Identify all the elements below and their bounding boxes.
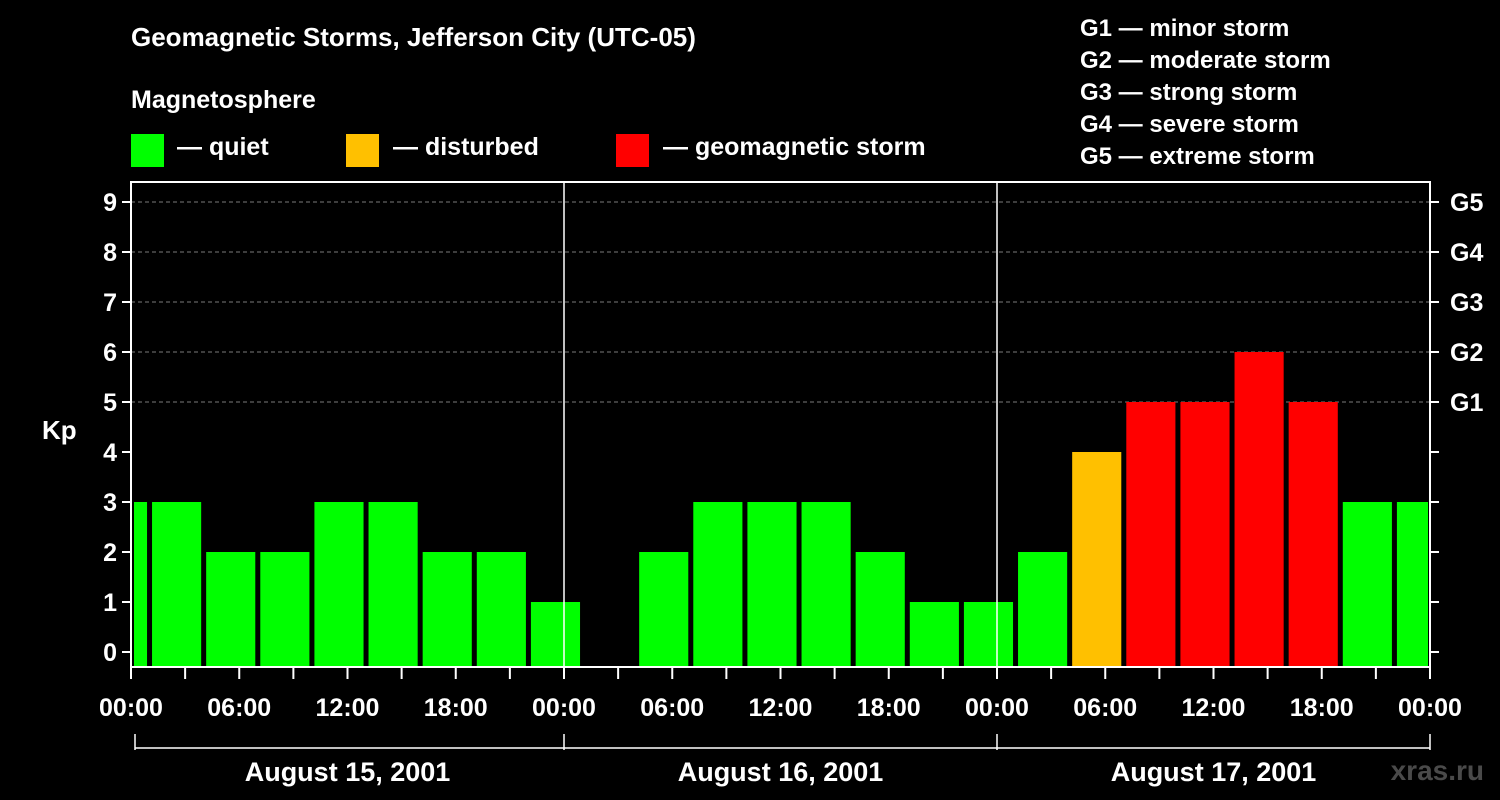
y-tick-label: 1 xyxy=(103,589,117,617)
x-tick-label: 12:00 xyxy=(316,694,380,722)
kp-bar xyxy=(855,552,905,667)
day-label: August 17, 2001 xyxy=(1111,757,1317,787)
legend-subtitle: Magnetosphere xyxy=(131,86,316,114)
kp-bar xyxy=(260,552,310,667)
watermark: xras.ru xyxy=(1390,755,1484,786)
kp-bar xyxy=(1234,352,1284,667)
kp-bar xyxy=(1072,452,1122,667)
x-tick-label: 00:00 xyxy=(1398,694,1462,722)
storm-level-g3: G3 — strong storm xyxy=(1080,79,1298,106)
kp-bar xyxy=(476,552,526,667)
x-tick-label: 12:00 xyxy=(1182,694,1246,722)
kp-bar xyxy=(693,502,743,667)
y-tick-label: 3 xyxy=(103,489,117,517)
kp-bar xyxy=(152,502,202,667)
day-label: August 15, 2001 xyxy=(245,757,451,787)
storm-axis-label: G1 xyxy=(1450,389,1483,417)
y-tick-label: 0 xyxy=(103,639,117,667)
x-tick-label: 18:00 xyxy=(1290,694,1354,722)
kp-bar xyxy=(1288,402,1338,667)
y-tick-label: 4 xyxy=(103,439,117,467)
kp-bar xyxy=(134,502,148,667)
kp-bar xyxy=(1018,552,1068,667)
storm-level-g2: G2 — moderate storm xyxy=(1080,47,1331,74)
kp-bar xyxy=(314,502,364,667)
x-tick-label: 12:00 xyxy=(749,694,813,722)
y-tick-label: 2 xyxy=(103,539,117,567)
x-tick-label: 18:00 xyxy=(424,694,488,722)
x-tick-label: 18:00 xyxy=(857,694,921,722)
kp-bar xyxy=(747,502,797,667)
x-tick-label: 06:00 xyxy=(1073,694,1137,722)
legend-label-quiet: — quiet xyxy=(177,133,269,161)
y-tick-label: 8 xyxy=(103,239,117,267)
kp-bar xyxy=(639,552,689,667)
kp-bar xyxy=(368,502,418,667)
storm-axis-label: G4 xyxy=(1450,239,1483,267)
legend-label-disturbed: — disturbed xyxy=(393,133,539,161)
kp-bar xyxy=(1342,502,1392,667)
legend-swatch-disturbed xyxy=(346,134,379,167)
kp-bar xyxy=(909,602,959,667)
kp-bar xyxy=(1126,402,1176,667)
storm-level-g4: G4 — severe storm xyxy=(1080,111,1299,138)
storm-axis-label: G2 xyxy=(1450,339,1483,367)
legend-swatch-quiet xyxy=(131,134,164,167)
storm-axis-label: G5 xyxy=(1450,189,1483,217)
kp-bar xyxy=(422,552,472,667)
legend-swatch-storm xyxy=(616,134,649,167)
kp-bar xyxy=(801,502,851,667)
legend-label-storm: — geomagnetic storm xyxy=(663,133,926,161)
x-tick-label: 06:00 xyxy=(640,694,704,722)
y-tick-label: 9 xyxy=(103,189,117,217)
kp-bar xyxy=(963,602,1014,667)
x-tick-label: 00:00 xyxy=(965,694,1029,722)
day-label: August 16, 2001 xyxy=(678,757,884,787)
x-tick-label: 00:00 xyxy=(99,694,163,722)
storm-level-g5: G5 — extreme storm xyxy=(1080,143,1315,170)
y-tick-label: 7 xyxy=(103,289,117,317)
storm-level-g1: G1 — minor storm xyxy=(1080,15,1290,42)
kp-bar xyxy=(206,552,256,667)
kp-bar xyxy=(1180,402,1230,667)
kp-bar xyxy=(530,602,581,667)
y-tick-label: 5 xyxy=(103,389,117,417)
chart-title: Geomagnetic Storms, Jefferson City (UTC-… xyxy=(131,22,696,52)
storm-axis-label: G3 xyxy=(1450,289,1483,317)
y-tick-label: 6 xyxy=(103,339,117,367)
x-tick-label: 00:00 xyxy=(532,694,596,722)
x-tick-label: 06:00 xyxy=(207,694,271,722)
kp-bar xyxy=(1396,502,1428,667)
y-axis-label: Kp xyxy=(42,415,77,445)
